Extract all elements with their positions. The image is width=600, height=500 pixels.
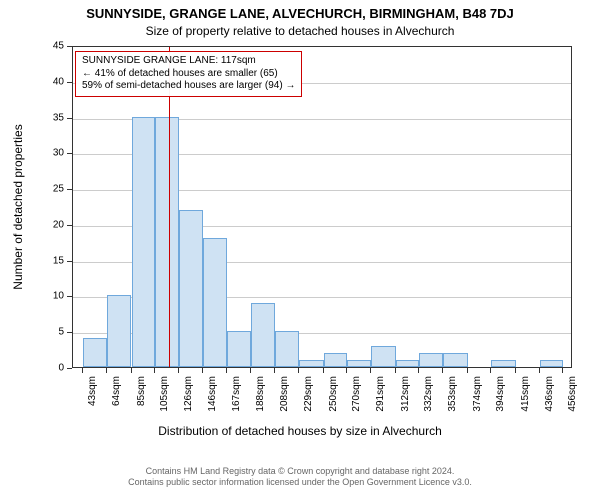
y-tick-mark bbox=[67, 82, 72, 83]
y-tick-mark bbox=[67, 332, 72, 333]
x-tick-mark bbox=[202, 368, 203, 373]
x-tick-label: 64sqm bbox=[111, 376, 122, 406]
x-tick-label: 394sqm bbox=[495, 376, 506, 412]
y-tick-mark bbox=[67, 46, 72, 47]
x-tick-label: 291sqm bbox=[375, 376, 386, 412]
histogram-bar bbox=[419, 353, 443, 367]
x-tick-label: 126sqm bbox=[183, 376, 194, 412]
y-tick-mark bbox=[67, 153, 72, 154]
annotation-line: 59% of semi-detached houses are larger (… bbox=[82, 80, 295, 93]
x-tick-mark bbox=[442, 368, 443, 373]
y-tick-label: 20 bbox=[34, 219, 64, 230]
x-tick-mark bbox=[178, 368, 179, 373]
histogram-bar bbox=[299, 360, 323, 367]
x-tick-label: 456sqm bbox=[567, 376, 578, 412]
annotation-line: ← 41% of detached houses are smaller (65… bbox=[82, 68, 295, 81]
histogram-bar bbox=[132, 117, 155, 367]
chart-root: { "canvas": { "width": 600, "height": 50… bbox=[0, 0, 600, 500]
y-tick-label: 25 bbox=[34, 184, 64, 195]
histogram-bar bbox=[371, 346, 395, 367]
x-tick-label: 332sqm bbox=[423, 376, 434, 412]
y-tick-mark bbox=[67, 261, 72, 262]
y-tick-label: 5 bbox=[34, 327, 64, 338]
y-tick-label: 40 bbox=[34, 76, 64, 87]
x-tick-mark bbox=[370, 368, 371, 373]
x-tick-label: 208sqm bbox=[279, 376, 290, 412]
histogram-bar bbox=[155, 117, 179, 367]
x-tick-mark bbox=[82, 368, 83, 373]
x-axis-label: Distribution of detached houses by size … bbox=[0, 424, 600, 438]
chart-subtitle: Size of property relative to detached ho… bbox=[0, 24, 600, 38]
x-tick-label: 146sqm bbox=[207, 376, 218, 412]
x-tick-label: 188sqm bbox=[255, 376, 266, 412]
x-tick-label: 85sqm bbox=[136, 376, 147, 406]
histogram-bar bbox=[324, 353, 347, 367]
plot-area: SUNNYSIDE GRANGE LANE: 117sqm← 41% of de… bbox=[72, 46, 572, 368]
x-tick-mark bbox=[395, 368, 396, 373]
histogram-bar bbox=[396, 360, 419, 367]
x-tick-label: 353sqm bbox=[447, 376, 458, 412]
x-tick-mark bbox=[106, 368, 107, 373]
histogram-bar bbox=[179, 210, 202, 367]
x-tick-mark bbox=[323, 368, 324, 373]
x-tick-mark bbox=[250, 368, 251, 373]
y-tick-label: 45 bbox=[34, 41, 64, 52]
x-tick-mark bbox=[154, 368, 155, 373]
y-tick-mark bbox=[67, 225, 72, 226]
histogram-bar bbox=[347, 360, 371, 367]
x-tick-label: 105sqm bbox=[159, 376, 170, 412]
x-tick-mark bbox=[346, 368, 347, 373]
footer-line: Contains public sector information licen… bbox=[0, 477, 600, 488]
x-tick-mark bbox=[515, 368, 516, 373]
x-tick-mark bbox=[562, 368, 563, 373]
y-axis-label: Number of detached properties bbox=[11, 124, 25, 289]
x-tick-mark bbox=[467, 368, 468, 373]
x-tick-mark bbox=[274, 368, 275, 373]
y-tick-label: 0 bbox=[34, 363, 64, 374]
y-tick-mark bbox=[67, 118, 72, 119]
x-tick-mark bbox=[490, 368, 491, 373]
x-tick-label: 270sqm bbox=[351, 376, 362, 412]
x-tick-label: 436sqm bbox=[544, 376, 555, 412]
x-tick-label: 415sqm bbox=[520, 376, 531, 412]
histogram-bar bbox=[83, 338, 107, 367]
x-tick-mark bbox=[131, 368, 132, 373]
footer-line: Contains HM Land Registry data © Crown c… bbox=[0, 466, 600, 477]
x-tick-mark bbox=[539, 368, 540, 373]
footer-attribution: Contains HM Land Registry data © Crown c… bbox=[0, 466, 600, 489]
x-tick-mark bbox=[226, 368, 227, 373]
annotation-box: SUNNYSIDE GRANGE LANE: 117sqm← 41% of de… bbox=[75, 51, 302, 97]
y-tick-label: 30 bbox=[34, 148, 64, 159]
y-tick-mark bbox=[67, 296, 72, 297]
x-tick-label: 229sqm bbox=[303, 376, 314, 412]
histogram-bar bbox=[540, 360, 563, 367]
histogram-bar bbox=[107, 295, 131, 367]
y-tick-label: 15 bbox=[34, 255, 64, 266]
y-tick-mark bbox=[67, 368, 72, 369]
histogram-bar bbox=[443, 353, 467, 367]
x-tick-label: 250sqm bbox=[328, 376, 339, 412]
histogram-bar bbox=[203, 238, 227, 367]
x-tick-mark bbox=[298, 368, 299, 373]
x-tick-label: 43sqm bbox=[87, 376, 98, 406]
y-tick-mark bbox=[67, 189, 72, 190]
y-tick-label: 35 bbox=[34, 112, 64, 123]
histogram-bar bbox=[227, 331, 251, 367]
chart-title: SUNNYSIDE, GRANGE LANE, ALVECHURCH, BIRM… bbox=[0, 6, 600, 21]
x-tick-label: 167sqm bbox=[231, 376, 242, 412]
x-tick-label: 374sqm bbox=[472, 376, 483, 412]
histogram-bar bbox=[491, 360, 515, 367]
histogram-bar bbox=[275, 331, 299, 367]
y-tick-label: 10 bbox=[34, 291, 64, 302]
x-tick-mark bbox=[418, 368, 419, 373]
histogram-bar bbox=[251, 303, 274, 367]
annotation-line: SUNNYSIDE GRANGE LANE: 117sqm bbox=[82, 55, 295, 68]
x-tick-label: 312sqm bbox=[400, 376, 411, 412]
